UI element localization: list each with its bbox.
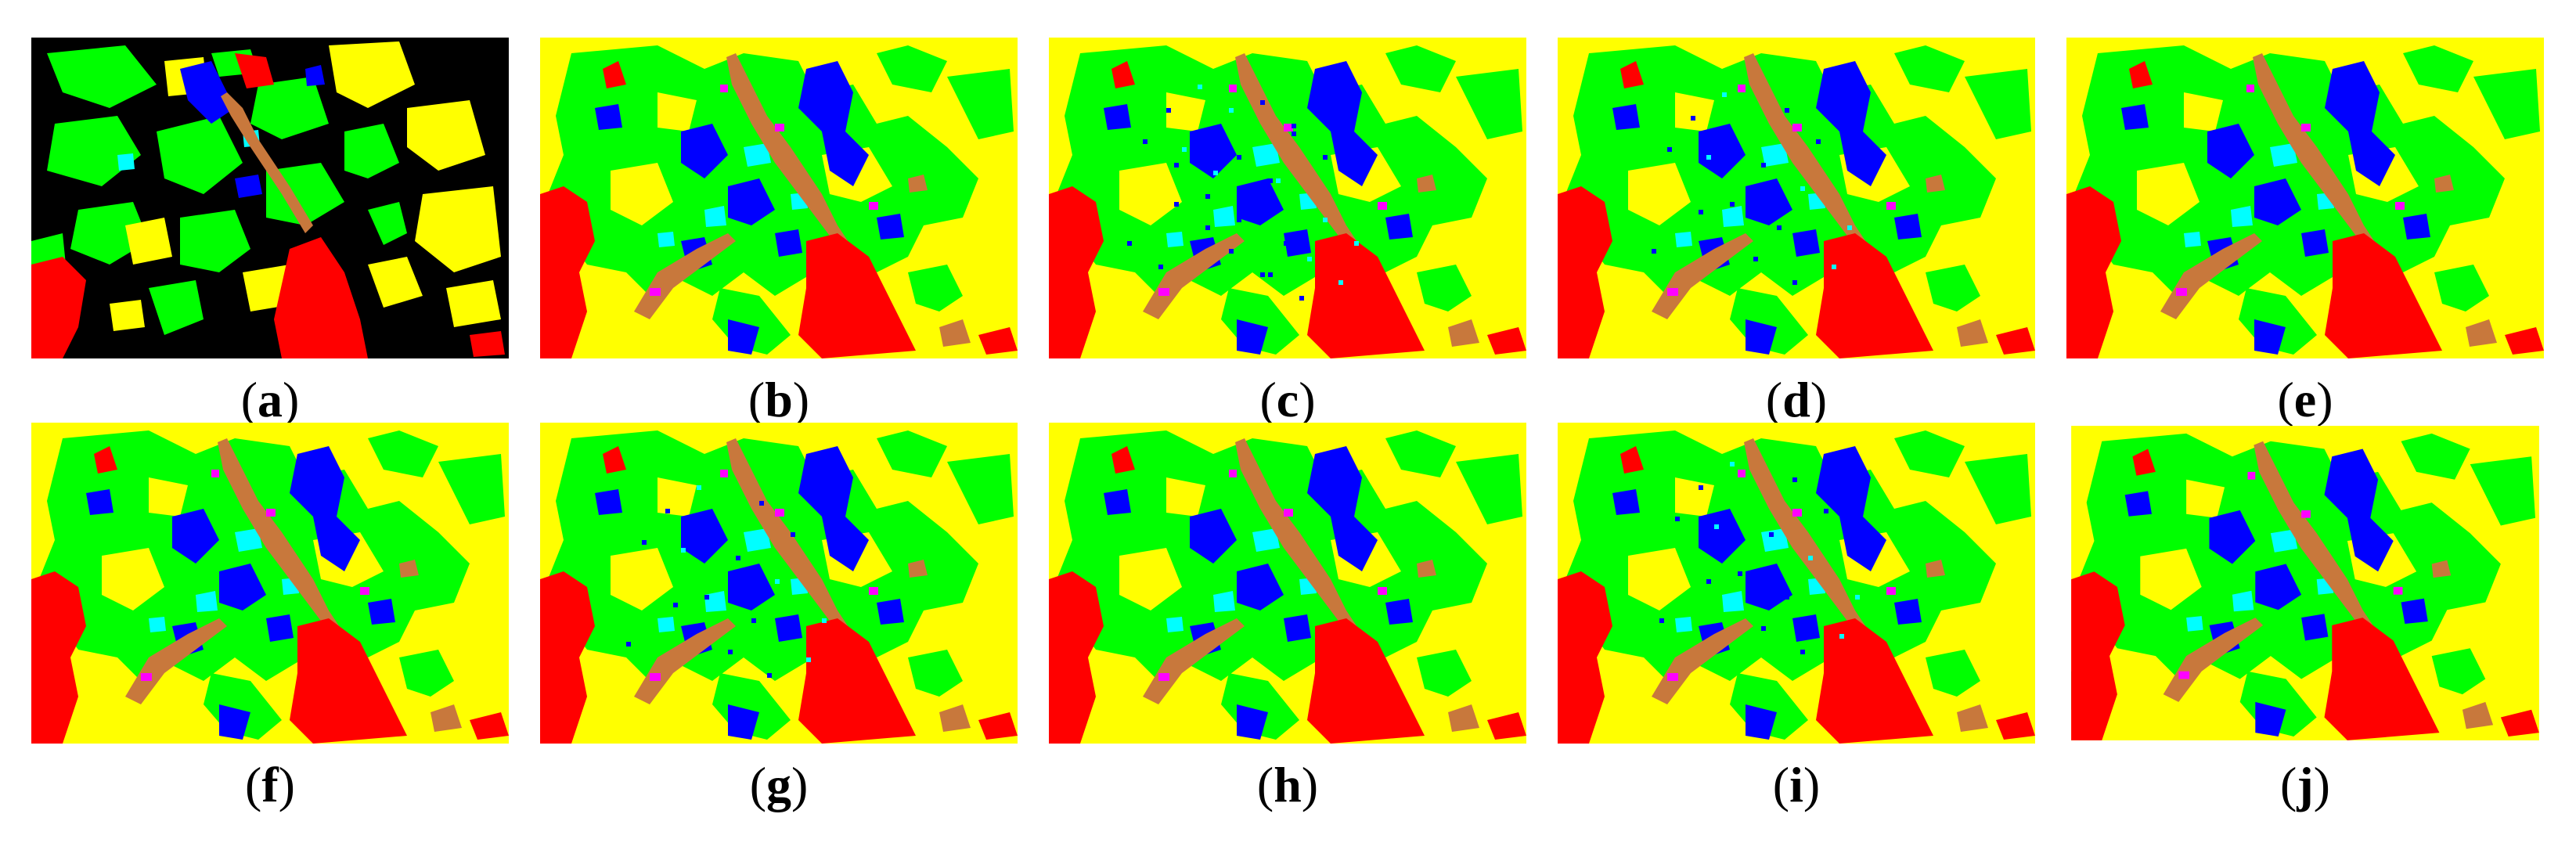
panel-caption: (e) xyxy=(2277,372,2333,427)
classification-map-image xyxy=(540,38,1018,358)
classification-map-image xyxy=(2066,38,2544,358)
panel-caption: (h) xyxy=(1256,757,1319,812)
classification-map-image xyxy=(1558,38,2035,358)
classification-map-image xyxy=(1049,38,1526,358)
panel-b: (b) xyxy=(540,38,1018,427)
panel-c: (c) xyxy=(1049,38,1526,427)
classification-map-image xyxy=(31,423,509,744)
panel-caption: (i) xyxy=(1772,757,1821,812)
panel-caption: (b) xyxy=(748,372,810,427)
panel-a: (a) xyxy=(31,38,509,427)
panel-e: (e) xyxy=(2066,38,2544,427)
classification-map-image xyxy=(2071,426,2539,740)
panel-caption: (c) xyxy=(1259,372,1316,427)
classification-map-image xyxy=(540,423,1018,744)
panel-h: (h) xyxy=(1049,423,1526,812)
panel-d: (d) xyxy=(1558,38,2035,427)
panel-caption: (g) xyxy=(749,757,809,812)
panel-caption: (f) xyxy=(245,757,295,812)
panel-j: (j) xyxy=(2066,423,2544,812)
classification-map-image xyxy=(1049,423,1526,744)
panel-f: (f) xyxy=(31,423,509,812)
panel-g: (g) xyxy=(540,423,1018,812)
panel-caption: (d) xyxy=(1765,372,1828,427)
classification-map-image xyxy=(1558,423,2035,744)
panel-caption: (j) xyxy=(2280,757,2330,812)
panel-i: (i) xyxy=(1558,423,2035,812)
ground-truth-map-image xyxy=(31,38,509,358)
panel-caption: (a) xyxy=(240,372,300,427)
